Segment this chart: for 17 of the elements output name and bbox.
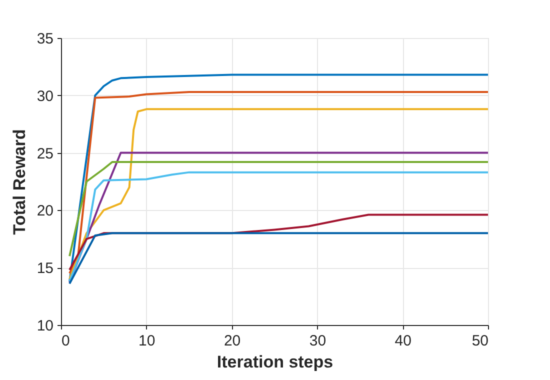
x-tick-label: 10 [138, 332, 156, 350]
y-tick-label: 25 [36, 145, 54, 162]
y-axis-title: Total Reward [10, 129, 29, 235]
y-tick-label: 10 [36, 318, 54, 334]
y-tick-label: 15 [36, 260, 54, 278]
x-axis-title: Iteration steps [216, 352, 334, 372]
y-tick-label: 30 [36, 88, 54, 105]
x-tick-label: 0 [62, 332, 70, 350]
line-series [68, 171, 488, 282]
line-series [68, 152, 488, 284]
x-tick-label: 40 [394, 332, 412, 350]
x-tick-label: 20 [224, 332, 241, 350]
y-tick-label: 20 [36, 202, 54, 220]
x-tick-label: 30 [309, 332, 326, 350]
line-series [68, 160, 488, 258]
x-tick-label: 50 [472, 332, 488, 350]
y-tick-label: 35 [36, 30, 54, 48]
